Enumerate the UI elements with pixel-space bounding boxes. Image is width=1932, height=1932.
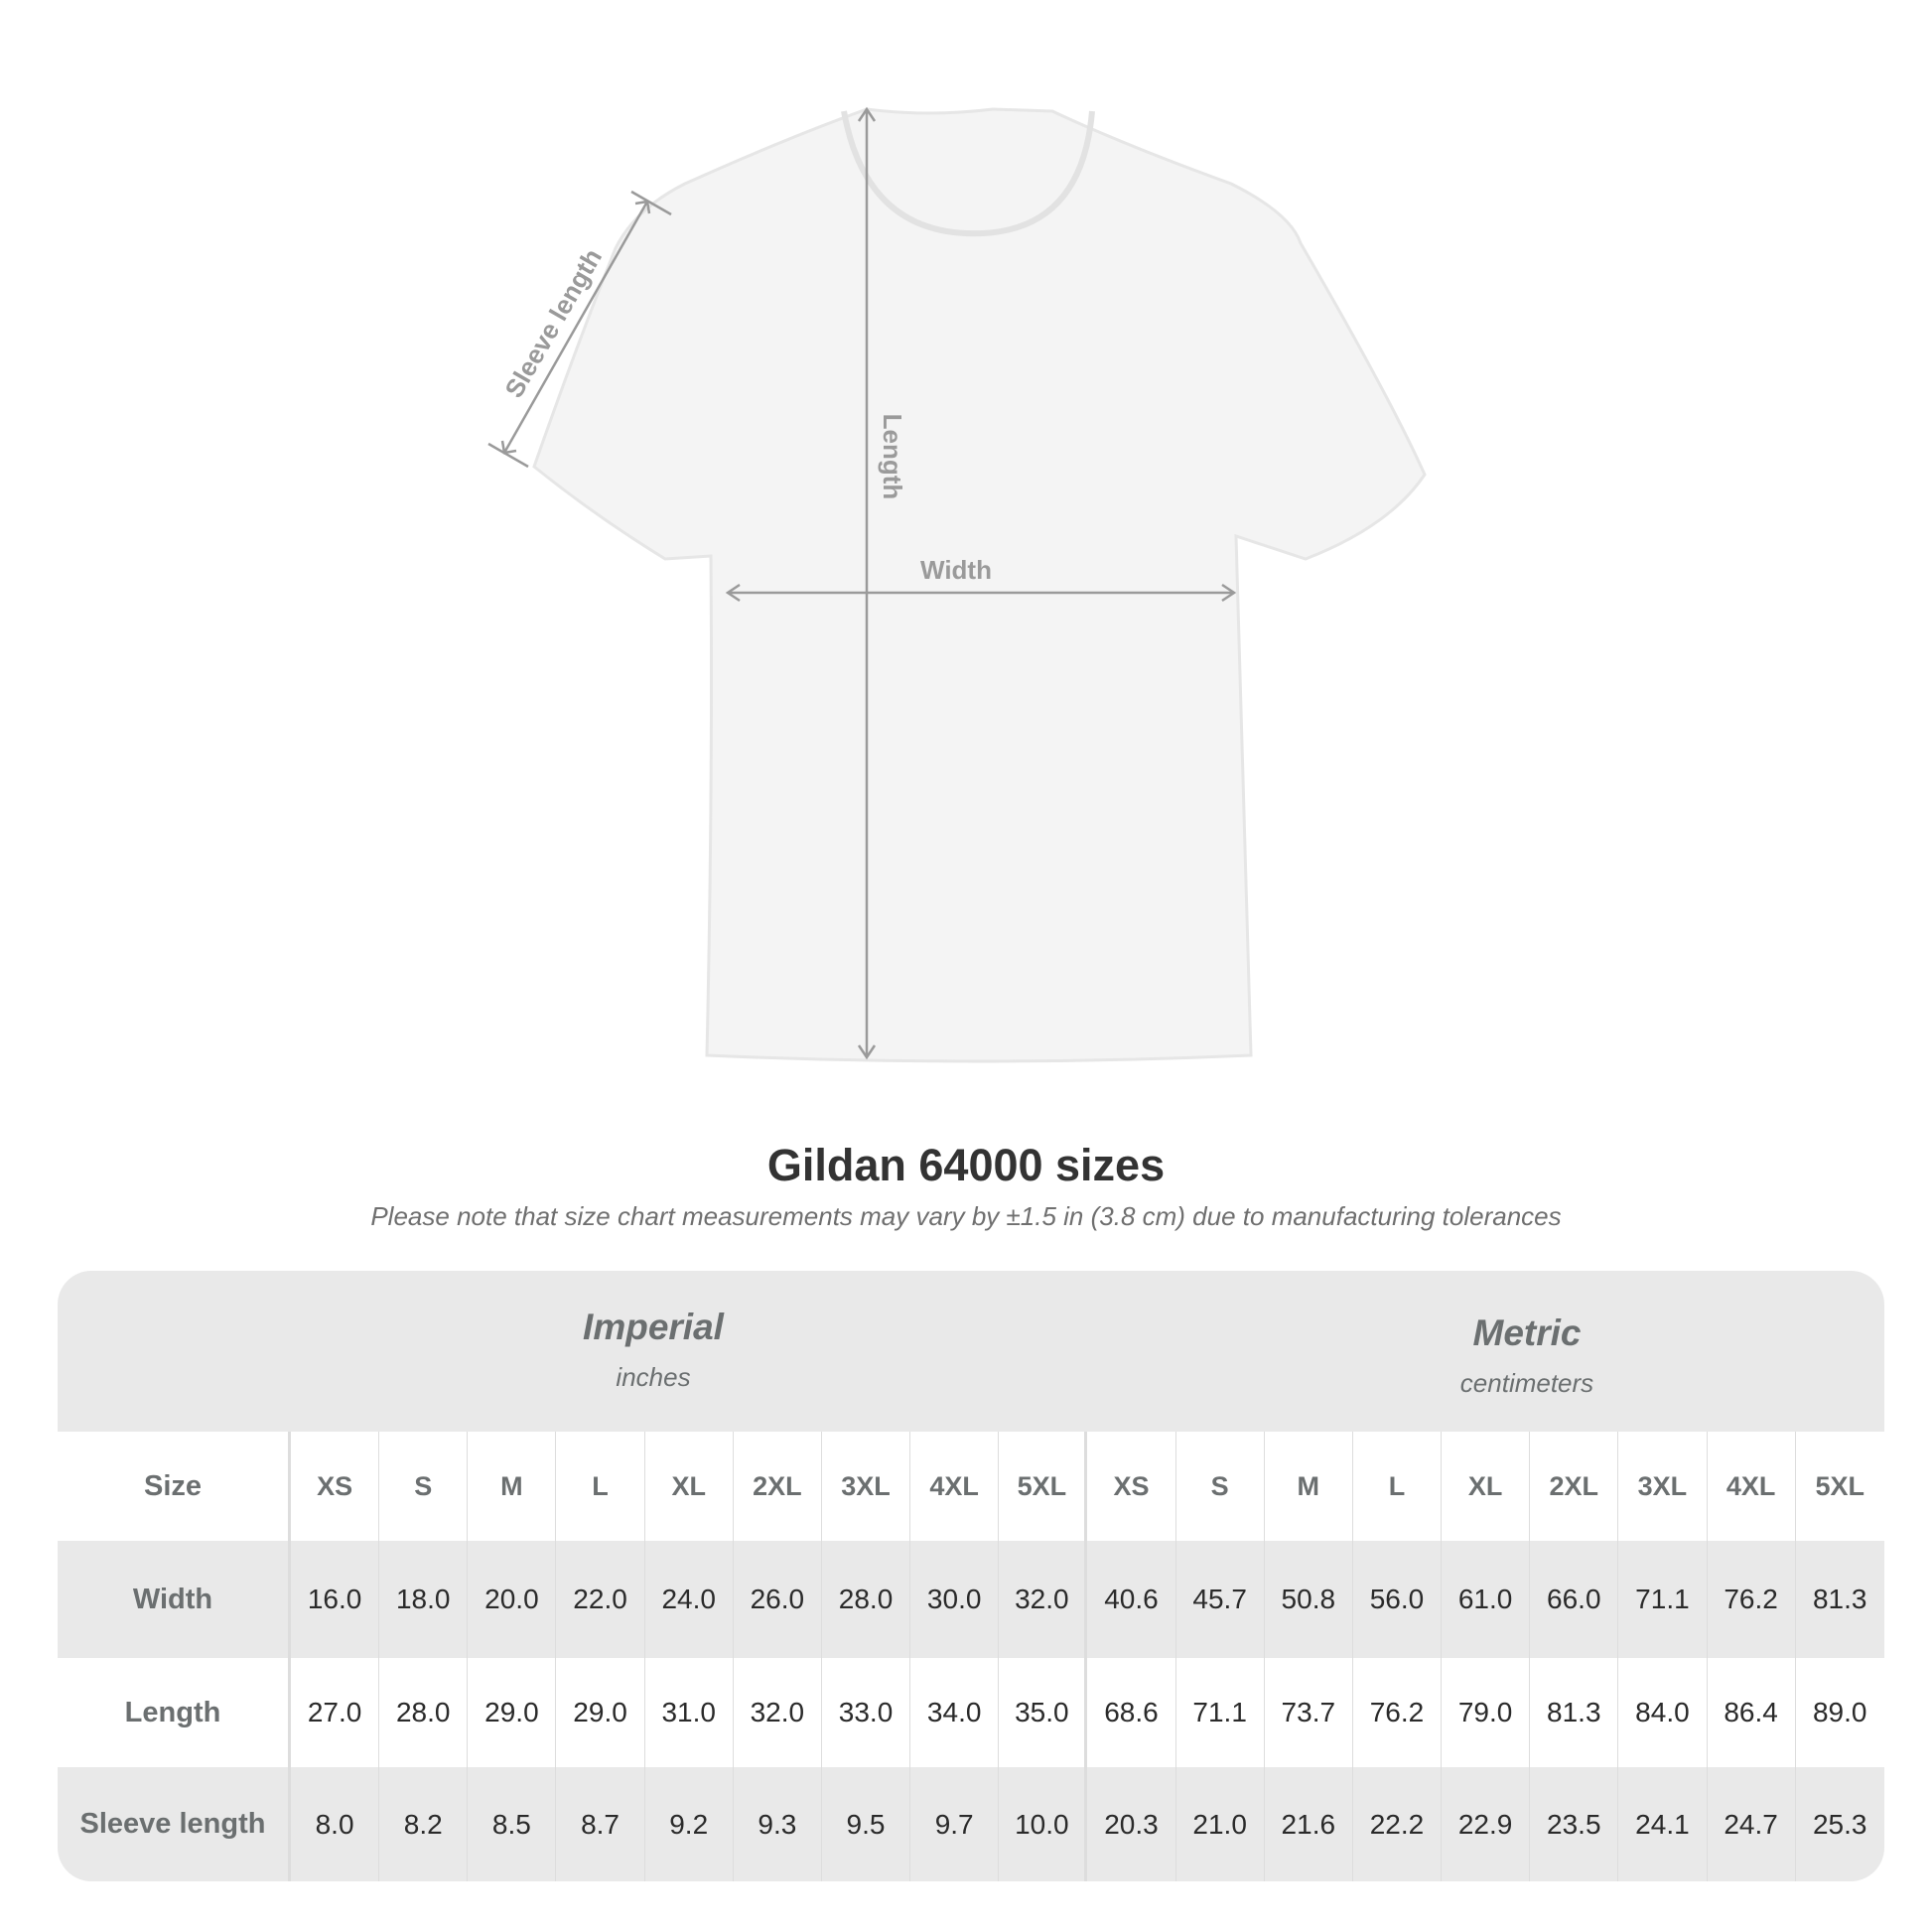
size-header-cell: 2XL — [734, 1432, 822, 1541]
metric-value-cell: 25.3 — [1812, 1808, 1867, 1840]
table-row: Width 16.0 18.0 20.0 22.0 24.0 26.0 28.0 30.0 32.… — [58, 1541, 1884, 1658]
metric-value-cell: 20.3 — [1087, 1767, 1176, 1881]
size-header-cell: M — [1265, 1432, 1353, 1541]
table-row: Sleeve length 8.0 8.2 8.5 8.7 9.2 9.3 9.5 9.7 10.… — [58, 1767, 1884, 1881]
sleeve-measure-line — [502, 201, 649, 454]
metric-value-cell: 81.3 — [1530, 1658, 1619, 1767]
size-header-cell: XS — [1087, 1432, 1176, 1541]
size-header-cell: 5XL — [999, 1432, 1088, 1541]
row-label: Width — [58, 1541, 291, 1658]
metric-value-cell: 84.0 — [1618, 1658, 1708, 1767]
row-label: Size — [58, 1432, 291, 1541]
tshirt-shape — [532, 107, 1427, 1063]
metric-value-cell: 50.8 — [1265, 1541, 1353, 1658]
metric-value-cell: 22.2 — [1353, 1767, 1443, 1881]
size-header-cell: M — [468, 1432, 557, 1541]
metric-value-cell: 89.0 — [1812, 1697, 1867, 1727]
metric-value-cell: 73.7 — [1265, 1658, 1353, 1767]
size-header-cell: L — [556, 1432, 645, 1541]
metric-value-cell: 68.6 — [1087, 1658, 1176, 1767]
metric-value-cell: 66.0 — [1530, 1541, 1619, 1658]
imperial-heading: Imperial — [583, 1307, 724, 1347]
size-header-cell: S — [1176, 1432, 1265, 1541]
header-band — [58, 1271, 1884, 1432]
size-header-cell: L — [1353, 1432, 1443, 1541]
imperial-value-cell: 26.0 — [734, 1541, 822, 1658]
tshirt-diagram: Sleeve length Length Width — [487, 106, 1427, 1063]
size-header-cell: S — [379, 1432, 469, 1541]
imperial-value-cell: 30.0 — [910, 1541, 1000, 1658]
metric-value-cell: 71.1 — [1618, 1541, 1708, 1658]
imperial-value-cell: 9.7 — [910, 1767, 1000, 1881]
imperial-value-cell: 9.3 — [734, 1767, 822, 1881]
row-label: Sleeve length — [58, 1767, 291, 1881]
size-header-cell: 4XL — [910, 1432, 1000, 1541]
table-row: Length 27.0 28.0 29.0 29.0 31.0 32.0 33.0 34.0 35… — [58, 1658, 1884, 1767]
imperial-value-cell: 10.0 — [999, 1767, 1088, 1881]
size-header-cell: 3XL — [822, 1432, 911, 1541]
size-header-cell: XS — [291, 1432, 380, 1541]
metric-unit: centimeters — [1459, 1368, 1594, 1398]
imperial-value-cell: 31.0 — [645, 1658, 734, 1767]
metric-value-cell: 76.2 — [1708, 1541, 1796, 1658]
imperial-value-cell: 27.0 — [291, 1658, 380, 1767]
metric-value-cell: 45.7 — [1176, 1541, 1265, 1658]
metric-value-cell: 21.6 — [1265, 1767, 1353, 1881]
metric-value-cell: 71.1 — [1176, 1658, 1265, 1767]
metric-value-cell: 24.1 — [1618, 1767, 1708, 1881]
metric-value-cell: 81.3 — [1812, 1584, 1867, 1614]
imperial-value-cell: 32.0 — [734, 1658, 822, 1767]
imperial-value-cell: 35.0 — [999, 1658, 1088, 1767]
imperial-value-cell: 8.5 — [468, 1767, 557, 1881]
page-title: Gildan 64000 sizes — [766, 1140, 1166, 1190]
imperial-value-cell: 8.2 — [379, 1767, 469, 1881]
size-header-cell: XL — [645, 1432, 734, 1541]
size-header-cell: 5XL — [1815, 1470, 1864, 1501]
metric-value-cell: 23.5 — [1530, 1767, 1619, 1881]
size-header-cell: 4XL — [1708, 1432, 1796, 1541]
metric-value-cell: 40.6 — [1087, 1541, 1176, 1658]
imperial-unit: inches — [616, 1362, 691, 1392]
imperial-value-cell: 34.0 — [910, 1658, 1000, 1767]
metric-value-cell: 86.4 — [1708, 1658, 1796, 1767]
imperial-group: Imperial inches — [425, 1307, 882, 1393]
metric-value-cell: 22.9 — [1442, 1767, 1531, 1881]
size-header-cell: 3XL — [1618, 1432, 1708, 1541]
metric-value-cell: 79.0 — [1442, 1658, 1531, 1767]
imperial-value-cell: 8.0 — [291, 1767, 380, 1881]
imperial-value-cell: 29.0 — [556, 1658, 645, 1767]
metric-group: Metric centimeters — [1299, 1312, 1755, 1399]
imperial-value-cell: 9.2 — [645, 1767, 734, 1881]
imperial-value-cell: 20.0 — [468, 1541, 557, 1658]
tolerance-note: Please note that size chart measurements… — [370, 1201, 1562, 1231]
metric-heading: Metric — [1472, 1312, 1582, 1353]
row-label: Length — [58, 1658, 291, 1767]
imperial-value-cell: 18.0 — [379, 1541, 469, 1658]
imperial-value-cell: 32.0 — [999, 1541, 1088, 1658]
metric-value-cell: 76.2 — [1353, 1658, 1443, 1767]
imperial-value-cell: 16.0 — [291, 1541, 380, 1658]
size-header-row: Size XS S M L XL 2XL 3XL 4XL 5XL XS S M L XL 2XL 3XL 4XL 5… — [58, 1432, 1884, 1541]
metric-value-cell: 24.7 — [1708, 1767, 1796, 1881]
imperial-value-cell: 9.5 — [822, 1767, 911, 1881]
imperial-value-cell: 28.0 — [822, 1541, 911, 1658]
imperial-value-cell: 24.0 — [645, 1541, 734, 1658]
imperial-value-cell: 33.0 — [822, 1658, 911, 1767]
size-header-cell: 2XL — [1530, 1432, 1619, 1541]
size-table: Imperial inches Metric centimeters Size X… — [58, 1271, 1884, 1881]
length-label: Length — [878, 414, 907, 500]
imperial-value-cell: 22.0 — [556, 1541, 645, 1658]
imperial-value-cell: 8.7 — [556, 1767, 645, 1881]
width-label: Width — [920, 555, 992, 585]
imperial-value-cell: 28.0 — [379, 1658, 469, 1767]
metric-value-cell: 56.0 — [1353, 1541, 1443, 1658]
size-header-cell: XL — [1442, 1432, 1531, 1541]
imperial-value-cell: 29.0 — [468, 1658, 557, 1767]
metric-value-cell: 61.0 — [1442, 1541, 1531, 1658]
metric-value-cell: 21.0 — [1176, 1767, 1265, 1881]
